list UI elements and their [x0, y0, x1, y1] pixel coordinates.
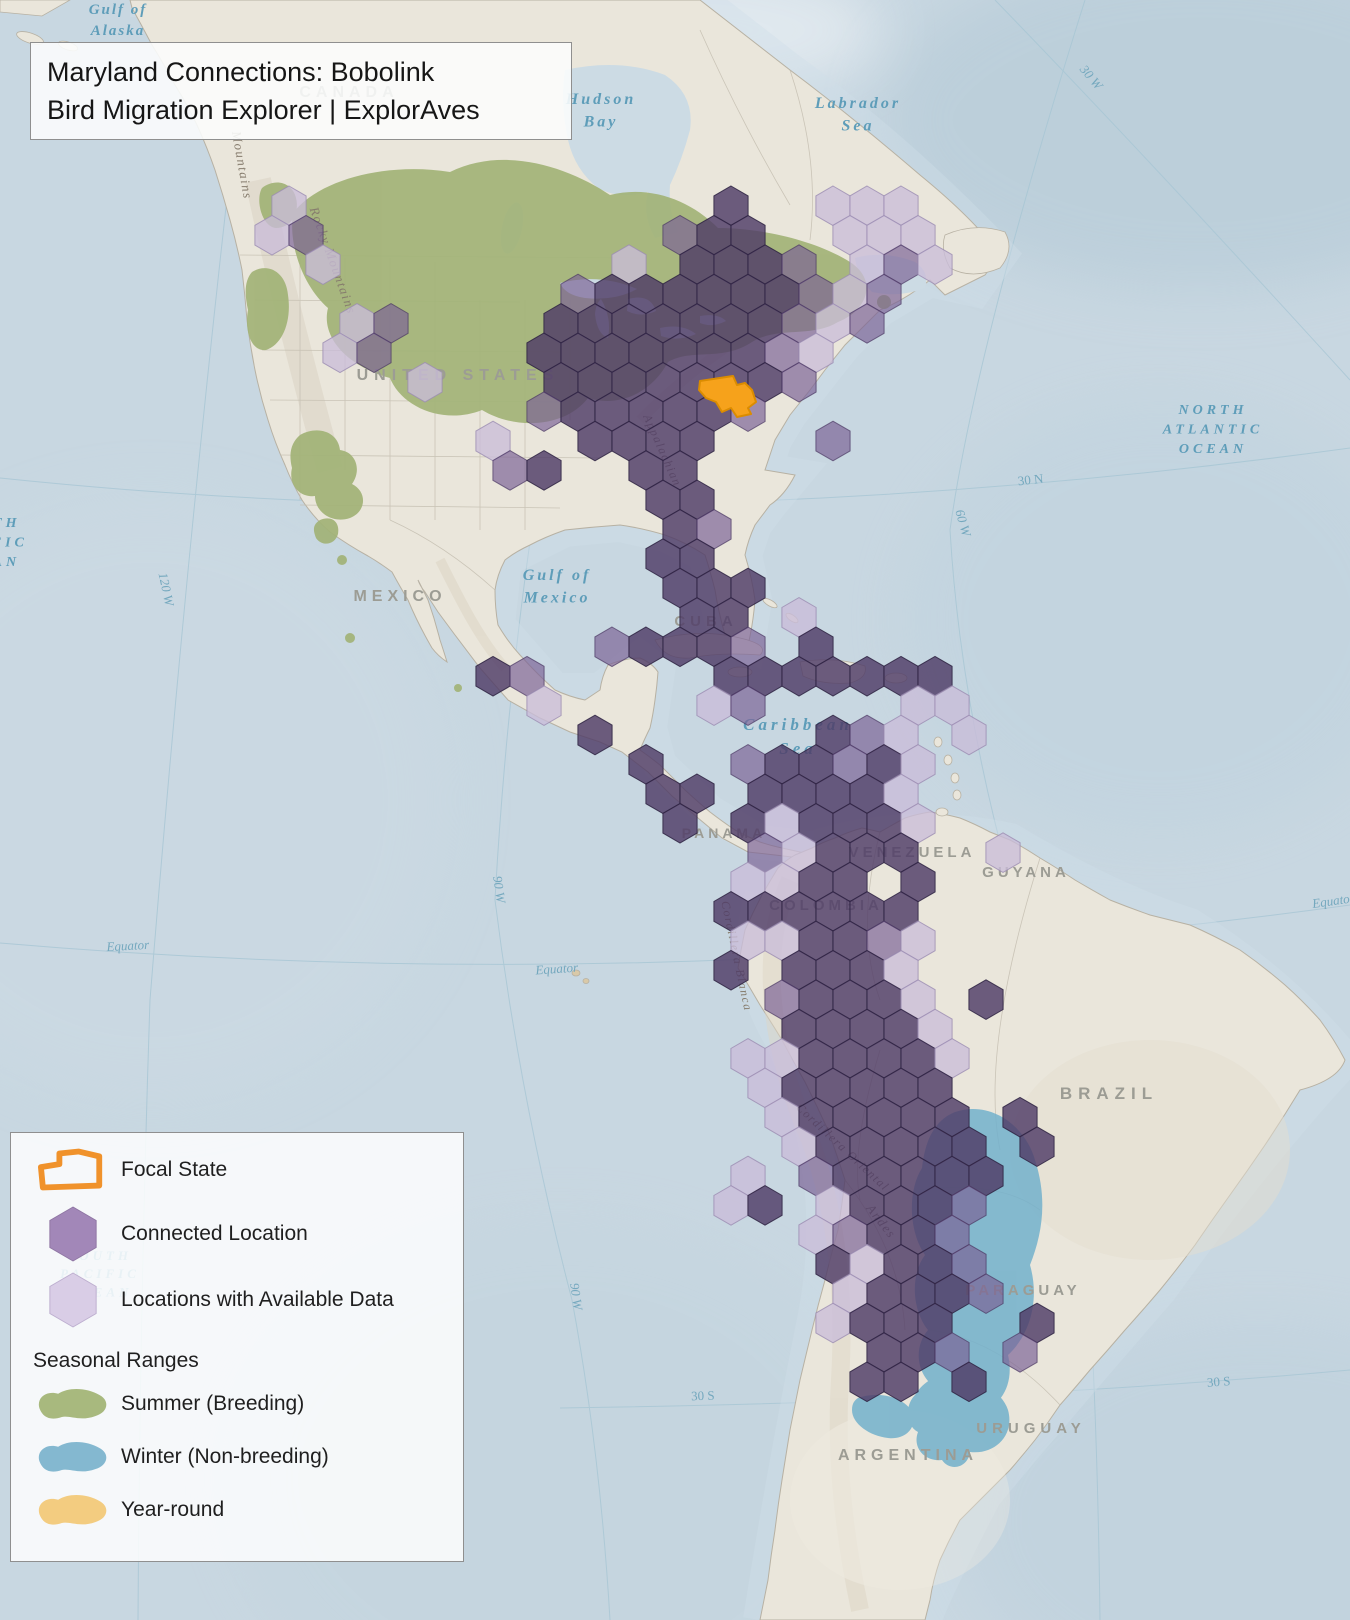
map-legend: Focal State Connected Location Locations w…	[10, 1132, 464, 1562]
available-data-hex[interactable]	[985, 832, 1021, 873]
summer-range-icon	[25, 1384, 121, 1424]
connected-location-hex[interactable]	[968, 1273, 1004, 1314]
connected-location-hex[interactable]	[1019, 1126, 1055, 1167]
connected-location-hex[interactable]	[968, 979, 1004, 1020]
legend-label-summer-range: Summer (Breeding)	[121, 1391, 305, 1415]
country-label-argentina: ARGENTINA	[838, 1447, 978, 1464]
gulf-of-alaska-label: Gulf of Alaska	[89, 2, 148, 39]
map-title-line2: Bird Migration Explorer | ExplorAves	[47, 95, 480, 125]
country-label-united-states: UNITED STATES	[357, 367, 560, 384]
country-label-mexico: MEXICO	[353, 588, 446, 605]
focal-state-icon	[25, 1147, 121, 1193]
north-pacific-ocean-label: NORTHPACIFICOCEAN	[0, 516, 28, 570]
connected-location-hex[interactable]	[747, 1185, 783, 1226]
labrador-sea-label: Labrador Sea	[814, 95, 901, 134]
legend-item-available-data: Locations with Available Data	[25, 1267, 463, 1333]
graticule-label: 30 S	[1206, 1373, 1230, 1390]
connected-location-hex[interactable]	[951, 1361, 987, 1403]
connected-location-hex[interactable]	[1002, 1332, 1038, 1373]
graticule-label: 90 W	[490, 875, 509, 905]
connected-location-hex[interactable]	[662, 802, 698, 844]
graticule-label: 90 W	[567, 1282, 586, 1312]
graticule-label: 60 W	[952, 508, 974, 539]
connected-location-hex[interactable]	[730, 685, 766, 726]
country-label-brazil: BRAZIL	[1060, 1084, 1158, 1103]
connected-location-hex[interactable]	[815, 420, 851, 462]
available-data-hex[interactable]	[305, 244, 341, 285]
north-atlantic-ocean-label: NORTH ATLANTIC OCEAN	[1162, 403, 1263, 457]
map-title-line1: Maryland Connections: Bobolink	[47, 57, 435, 87]
connected-location-hex[interactable]	[577, 714, 613, 756]
graticule-label: 30 N	[1017, 471, 1045, 489]
hudson-bay-label: Hudson Bay	[565, 91, 636, 130]
connected-location-icon	[25, 1204, 121, 1264]
legend-item-connected-location: Connected Location	[25, 1201, 463, 1267]
legend-item-focal-state: Focal State	[25, 1139, 463, 1201]
graticule-label: Equator	[534, 959, 579, 977]
legend-heading-seasonal-ranges: Seasonal Ranges	[33, 1349, 199, 1372]
connected-location-hex[interactable]	[883, 1361, 919, 1403]
connected-location-hex[interactable]	[526, 450, 562, 491]
connected-location-hex[interactable]	[849, 303, 885, 344]
year-round-range-icon	[25, 1490, 121, 1530]
graticule-label: 30 S	[691, 1388, 715, 1404]
connected-location-hex[interactable]	[781, 361, 817, 403]
legend-item-winter-range: Winter (Non-breeding)	[25, 1430, 463, 1483]
connected-location-hex[interactable]	[356, 332, 392, 374]
legend-label-focal-state: Focal State	[121, 1158, 228, 1181]
legend-items: Focal State Connected Location Locations w…	[11, 1139, 463, 1536]
hexbin-layer	[254, 185, 1055, 1403]
legend-item-year-round-range: Year-round	[25, 1483, 463, 1536]
connected-location-hex[interactable]	[713, 949, 749, 991]
available-data-icon	[25, 1270, 121, 1330]
graticule-label: 120 W	[156, 571, 178, 608]
winter-range-icon	[25, 1437, 121, 1477]
legend-label-available-data: Locations with Available Data	[121, 1288, 394, 1311]
available-data-hex[interactable]	[407, 361, 443, 403]
gulf-of-mexico-label: Gulf of Mexico	[523, 567, 592, 606]
legend-item-summer-range: Summer (Breeding)	[25, 1377, 463, 1430]
legend-label-winter-range: Winter (Non-breeding)	[121, 1444, 329, 1468]
country-label-uruguay: URUGUAY	[976, 1420, 1085, 1437]
graticule-label: Equator	[105, 937, 150, 954]
focal-state-maryland[interactable]	[698, 375, 757, 418]
andes-relief	[762, 876, 1290, 1612]
available-data-hex[interactable]	[917, 244, 953, 285]
available-data-hex[interactable]	[951, 714, 987, 756]
graticule-label: Equator	[1310, 890, 1350, 911]
legend-label-connected-location: Connected Location	[121, 1222, 308, 1245]
legend-label-year-round-range: Year-round	[121, 1497, 225, 1521]
map-title-box: Maryland Connections: Bobolink Bird Migr…	[30, 42, 572, 140]
available-data-hex[interactable]	[526, 685, 562, 726]
